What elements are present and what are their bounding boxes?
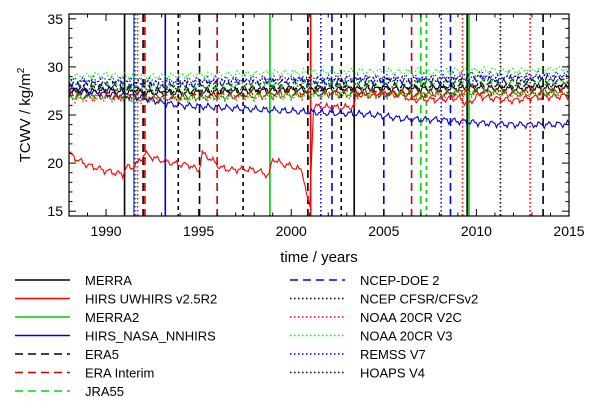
x-tick-label-2010: 2010 (461, 223, 492, 239)
series-line-hoaps-v4 (69, 73, 569, 89)
legend-label-era-interim: ERA Interim (85, 366, 154, 381)
series-line-jra55 (69, 76, 569, 93)
series-line-noaa-20cr-v3 (69, 65, 569, 82)
y-tick-label-15: 15 (47, 203, 63, 219)
legend-label-hirs-uwhirs-v2-5r2: HIRS UWHIRS v2.5R2 (85, 292, 217, 307)
legend-label-era5: ERA5 (85, 347, 119, 362)
series-line-hirs-uwhirs-v2-5r2 (69, 88, 569, 207)
legend-label-jra55: JRA55 (85, 384, 124, 399)
axis-ticks: 1990 1995 2000 2005 2010 2015 15 20 25 30 35 (47, 11, 584, 239)
legend-label-merra: MERRA (85, 273, 132, 288)
x-tick-label-1995: 1995 (183, 223, 214, 239)
series-line-remss-v7 (69, 69, 569, 85)
x-tick-label-2000: 2000 (276, 223, 307, 239)
series-line-noaa-20cr-v2c (69, 88, 569, 105)
y-tick-label-35: 35 (47, 11, 63, 27)
legend-label-ncep-doe-2: NCEP-DOE 2 (360, 273, 439, 288)
legend-label-merra2: MERRA2 (85, 310, 139, 325)
legend-label-hirs-nasa-nnhirs: HIRS_NASA_NNHIRS (85, 329, 216, 344)
x-axis-title: time / years (280, 249, 358, 266)
y-tick-label-20: 20 (47, 155, 63, 171)
legend-label-noaa-20cr-v2c: NOAA 20CR V2C (360, 310, 462, 325)
y-tick-label-25: 25 (47, 107, 63, 123)
y-axis-title-group: TCWV / kg/m2 (16, 67, 34, 162)
legend: MERRA HIRS UWHIRS v2.5R2 MERRA2 HIRS_NASA_N… (15, 273, 478, 399)
series-line-merra (69, 82, 569, 97)
legend-label-ncep-cfsr-cfsv2: NCEP CFSR/CFSv2 (360, 292, 478, 307)
x-tick-label-2005: 2005 (368, 223, 399, 239)
x-tick-label-2015: 2015 (553, 223, 584, 239)
series-lines (69, 65, 569, 207)
legend-label-remss-v7: REMSS V7 (360, 347, 426, 362)
break-lines (123, 14, 544, 216)
y-axis-title-superscript: 2 (16, 67, 27, 73)
x-tick-label-1990: 1990 (90, 223, 121, 239)
series-line-era-interim (69, 86, 569, 102)
y-tick-label-30: 30 (47, 59, 63, 75)
y-axis-title: TCWV / kg/m2 (16, 67, 34, 162)
series-line-era5 (69, 79, 569, 95)
plot-frame (68, 13, 570, 217)
y-axis-title-main: TCWV / kg/m (17, 73, 34, 162)
legend-label-noaa-20cr-v3: NOAA 20CR V3 (360, 329, 453, 344)
legend-label-hoaps-v4: HOAPS V4 (360, 366, 425, 381)
